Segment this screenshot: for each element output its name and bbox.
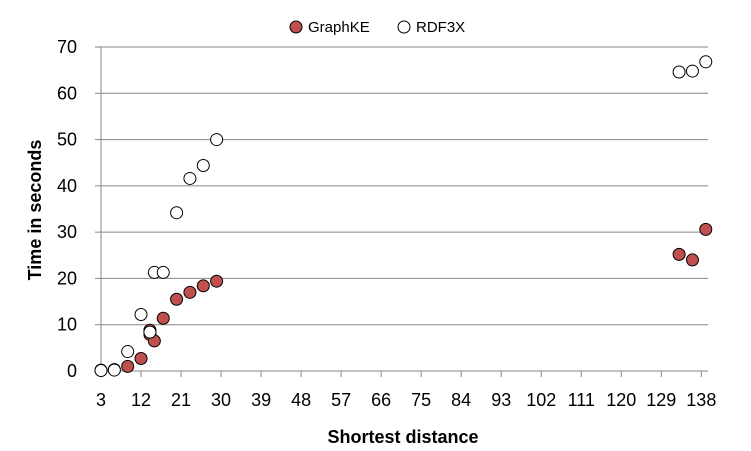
data-points: [94, 55, 713, 378]
point-rdf3x: [94, 364, 108, 378]
x-tick-label: 102: [526, 390, 556, 410]
x-tick-label: 66: [371, 390, 391, 410]
point-rdf3x: [134, 308, 148, 322]
point-graphke: [183, 285, 197, 299]
point-graphke: [156, 311, 170, 325]
legend-label-graphke: GraphKE: [308, 19, 370, 36]
x-tick-label: 93: [491, 390, 511, 410]
x-tick-label: 3: [96, 390, 106, 410]
y-axis-title: Time in seconds: [25, 140, 45, 281]
point-rdf3x: [210, 133, 224, 147]
x-tick-label: 138: [686, 390, 716, 410]
x-tick-label: 30: [211, 390, 231, 410]
x-tick-label: 75: [411, 390, 431, 410]
x-axis-title: Shortest distance: [327, 427, 478, 447]
x-tick-label: 39: [251, 390, 271, 410]
point-graphke: [672, 247, 686, 261]
point-rdf3x: [143, 325, 157, 339]
x-tick-label: 120: [606, 390, 636, 410]
y-tick-labels: 0 10 20 30 40 50 60 70: [57, 37, 77, 381]
axes: [95, 46, 708, 377]
point-graphke: [134, 352, 148, 366]
x-tick-label: 129: [646, 390, 676, 410]
x-tick-label: 111: [568, 390, 595, 410]
point-graphke: [699, 222, 713, 236]
x-tick-label: 57: [331, 390, 351, 410]
y-tick-label: 70: [57, 37, 77, 57]
point-rdf3x: [672, 65, 686, 79]
y-tick-label: 10: [57, 315, 77, 335]
gridlines: [101, 46, 708, 326]
x-tick-labels: 3 12 21 30 39 48 57 66 75 84 93 102 111 120 129 138: [96, 390, 716, 410]
legend-marker-graphke: [289, 20, 303, 34]
x-tick-label: 12: [131, 390, 151, 410]
x-tick-label: 48: [291, 390, 311, 410]
y-tick-label: 40: [57, 176, 77, 196]
point-rdf3x: [685, 64, 699, 78]
legend-marker-rdf3x: [397, 20, 411, 34]
point-rdf3x: [699, 55, 713, 69]
y-tick-label: 0: [67, 361, 77, 381]
legend-label-rdf3x: RDF3X: [416, 19, 465, 36]
point-graphke: [170, 292, 184, 306]
point-rdf3x: [156, 265, 170, 279]
y-tick-label: 50: [57, 130, 77, 150]
point-rdf3x: [170, 206, 184, 220]
point-rdf3x: [107, 363, 121, 377]
x-tick-label: 84: [451, 390, 471, 410]
point-rdf3x: [183, 171, 197, 185]
point-graphke: [210, 274, 224, 288]
point-rdf3x: [196, 158, 210, 172]
point-rdf3x: [121, 345, 135, 359]
point-graphke: [685, 253, 699, 267]
x-tick-label: 21: [171, 390, 191, 410]
y-tick-label: 20: [57, 268, 77, 288]
point-graphke: [121, 359, 135, 373]
y-tick-label: 60: [57, 83, 77, 103]
legend: GraphKE RDF3X: [289, 19, 465, 36]
y-tick-label: 30: [57, 222, 77, 242]
point-graphke: [196, 279, 210, 293]
